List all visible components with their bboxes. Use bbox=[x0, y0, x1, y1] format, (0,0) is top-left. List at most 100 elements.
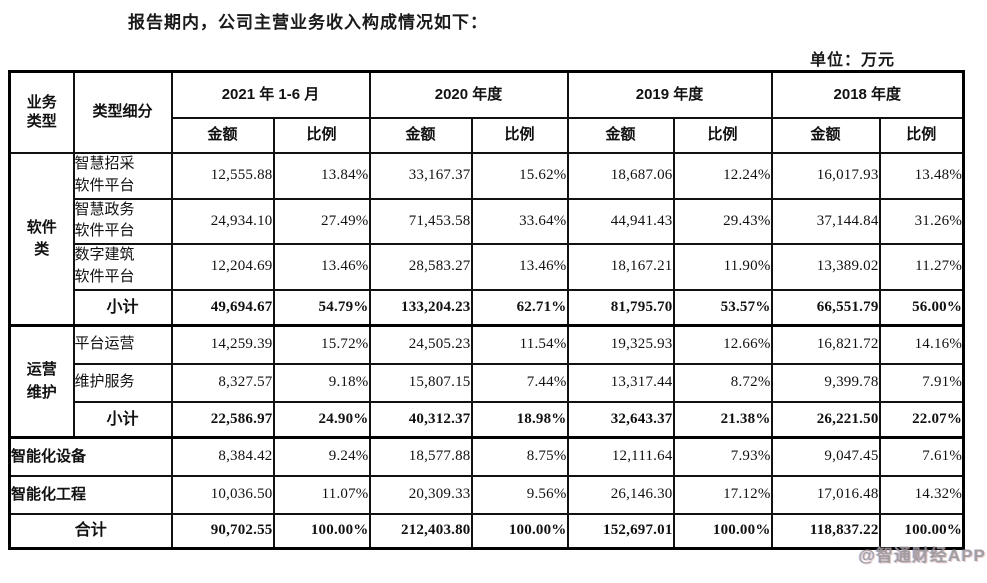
table-row: 维护服务 8,327.57 9.18% 15,807.15 7.44% 13,3… bbox=[10, 362, 965, 403]
row-label-equipment: 智能化设备 bbox=[8, 436, 173, 477]
header-period-2018: 2018 年度 bbox=[770, 70, 965, 119]
ratio-cell: 62.71% bbox=[470, 288, 569, 327]
ratio-cell: 13.46% bbox=[272, 243, 371, 291]
amount-cell: 37,144.84 bbox=[770, 197, 881, 245]
amount-cell: 33,167.37 bbox=[368, 152, 473, 200]
amount-cell: 18,577.88 bbox=[368, 436, 473, 477]
amount-cell: 71,453.58 bbox=[368, 197, 473, 245]
amount-cell: 26,221.50 bbox=[770, 400, 881, 439]
revenue-composition-table: 业务 类型 类型细分 2021 年 1-6 月 2020 年度 2019 年度 … bbox=[8, 70, 966, 550]
subtotal-label: 小计 bbox=[72, 288, 173, 327]
table-row: 数字建筑 软件平台 12,204.69 13.46% 28,583.27 13.… bbox=[10, 243, 965, 291]
ratio-cell: 15.72% bbox=[272, 324, 371, 365]
amount-cell: 16,017.93 bbox=[770, 152, 881, 200]
amount-cell: 10,036.50 bbox=[170, 474, 275, 515]
amount-cell: 8,384.42 bbox=[170, 436, 275, 477]
amount-cell: 40,312.37 bbox=[368, 400, 473, 439]
amount-cell: 24,934.10 bbox=[170, 197, 275, 245]
amount-cell: 26,146.30 bbox=[566, 474, 675, 515]
header-amount: 金额 bbox=[566, 117, 675, 154]
unit-label: 单位：万元 bbox=[809, 52, 895, 69]
ratio-cell: 9.56% bbox=[470, 474, 569, 515]
subtotal-row: 小计 49,694.67 54.79% 133,204.23 62.71% 81… bbox=[10, 288, 965, 327]
row-label: 维护服务 bbox=[72, 362, 173, 403]
header-subdivision: 类型细分 bbox=[72, 70, 173, 154]
amount-cell: 49,694.67 bbox=[170, 288, 275, 327]
ratio-cell: 56.00% bbox=[878, 288, 965, 327]
ratio-cell: 100.00% bbox=[672, 512, 773, 550]
watermark-text: @智通财经APP bbox=[858, 546, 986, 565]
ratio-cell: 9.18% bbox=[272, 362, 371, 403]
amount-cell: 20,309.33 bbox=[368, 474, 473, 515]
amount-cell: 9,399.78 bbox=[770, 362, 881, 403]
total-label: 合计 bbox=[8, 512, 173, 550]
header-ratio: 比例 bbox=[272, 117, 371, 154]
amount-cell: 24,505.23 bbox=[368, 324, 473, 365]
amount-cell: 12,555.88 bbox=[170, 152, 275, 200]
ratio-cell: 22.07% bbox=[878, 400, 965, 439]
ratio-cell: 100.00% bbox=[878, 512, 965, 550]
ratio-cell: 100.00% bbox=[272, 512, 371, 550]
ratio-cell: 11.54% bbox=[470, 324, 569, 365]
ratio-cell: 21.38% bbox=[672, 400, 773, 439]
ratio-cell: 11.07% bbox=[272, 474, 371, 515]
table-row: 智能化工程 10,036.50 11.07% 20,309.33 9.56% 2… bbox=[8, 474, 965, 515]
header-period-2019: 2019 年度 bbox=[566, 70, 773, 119]
header-ratio: 比例 bbox=[470, 117, 569, 154]
amount-cell: 90,702.55 bbox=[170, 512, 275, 550]
amount-cell: 212,403.80 bbox=[368, 512, 473, 550]
amount-cell: 133,204.23 bbox=[368, 288, 473, 327]
ratio-cell: 12.66% bbox=[672, 324, 773, 365]
amount-cell: 13,317.44 bbox=[566, 362, 675, 403]
ratio-cell: 33.64% bbox=[470, 197, 569, 245]
ratio-cell: 15.62% bbox=[470, 152, 569, 200]
amount-cell: 19,325.93 bbox=[566, 324, 675, 365]
ratio-cell: 11.27% bbox=[878, 243, 965, 291]
ratio-cell: 8.72% bbox=[672, 362, 773, 403]
ratio-cell: 17.12% bbox=[672, 474, 773, 515]
table-row: 智慧政务 软件平台 24,934.10 27.49% 71,453.58 33.… bbox=[10, 197, 965, 245]
ratio-cell: 13.46% bbox=[470, 243, 569, 291]
amount-cell: 18,687.06 bbox=[566, 152, 675, 200]
ratio-cell: 7.61% bbox=[878, 436, 965, 477]
amount-cell: 12,111.64 bbox=[566, 436, 675, 477]
row-label: 平台运营 bbox=[72, 324, 173, 365]
table-row: 运营 维护 平台运营 14,259.39 15.72% 24,505.23 11… bbox=[8, 324, 965, 439]
amount-cell: 14,259.39 bbox=[170, 324, 275, 365]
intro-text: 报告期内，公司主营业务收入构成情况如下： bbox=[128, 13, 488, 32]
ratio-cell: 13.84% bbox=[272, 152, 371, 200]
amount-cell: 118,837.22 bbox=[770, 512, 881, 550]
row-label: 数字建筑 软件平台 bbox=[72, 243, 173, 291]
ratio-cell: 7.44% bbox=[470, 362, 569, 403]
amount-cell: 22,586.97 bbox=[170, 400, 275, 439]
header-ratio: 比例 bbox=[672, 117, 773, 154]
subtotal-label: 小计 bbox=[72, 400, 173, 439]
amount-cell: 12,204.69 bbox=[170, 243, 275, 291]
amount-cell: 8,327.57 bbox=[170, 362, 275, 403]
table-row: 软件 类 智慧招采 软件平台 12,555.88 13.84% 33,167.3… bbox=[8, 152, 965, 327]
ratio-cell: 53.57% bbox=[672, 288, 773, 327]
amount-cell: 16,821.72 bbox=[770, 324, 881, 365]
header-amount: 金额 bbox=[368, 117, 473, 154]
ratio-cell: 14.16% bbox=[878, 324, 965, 365]
ratio-cell: 24.90% bbox=[272, 400, 371, 439]
ratio-cell: 8.75% bbox=[470, 436, 569, 477]
ratio-cell: 31.26% bbox=[878, 197, 965, 245]
amount-cell: 18,167.21 bbox=[566, 243, 675, 291]
header-ratio: 比例 bbox=[878, 117, 965, 154]
amount-cell: 152,697.01 bbox=[566, 512, 675, 550]
ratio-cell: 54.79% bbox=[272, 288, 371, 327]
ratio-cell: 100.00% bbox=[470, 512, 569, 550]
table-row: 智能化设备 8,384.42 9.24% 18,577.88 8.75% 12,… bbox=[8, 436, 965, 477]
ratio-cell: 11.90% bbox=[672, 243, 773, 291]
amount-cell: 44,941.43 bbox=[566, 197, 675, 245]
amount-cell: 66,551.79 bbox=[770, 288, 881, 327]
header-period-2021: 2021 年 1-6 月 bbox=[170, 70, 371, 119]
ratio-cell: 29.43% bbox=[672, 197, 773, 245]
amount-cell: 32,643.37 bbox=[566, 400, 675, 439]
ratio-cell: 18.98% bbox=[470, 400, 569, 439]
header-amount: 金额 bbox=[770, 117, 881, 154]
ratio-cell: 27.49% bbox=[272, 197, 371, 245]
amount-cell: 81,795.70 bbox=[566, 288, 675, 327]
amount-cell: 13,389.02 bbox=[770, 243, 881, 291]
